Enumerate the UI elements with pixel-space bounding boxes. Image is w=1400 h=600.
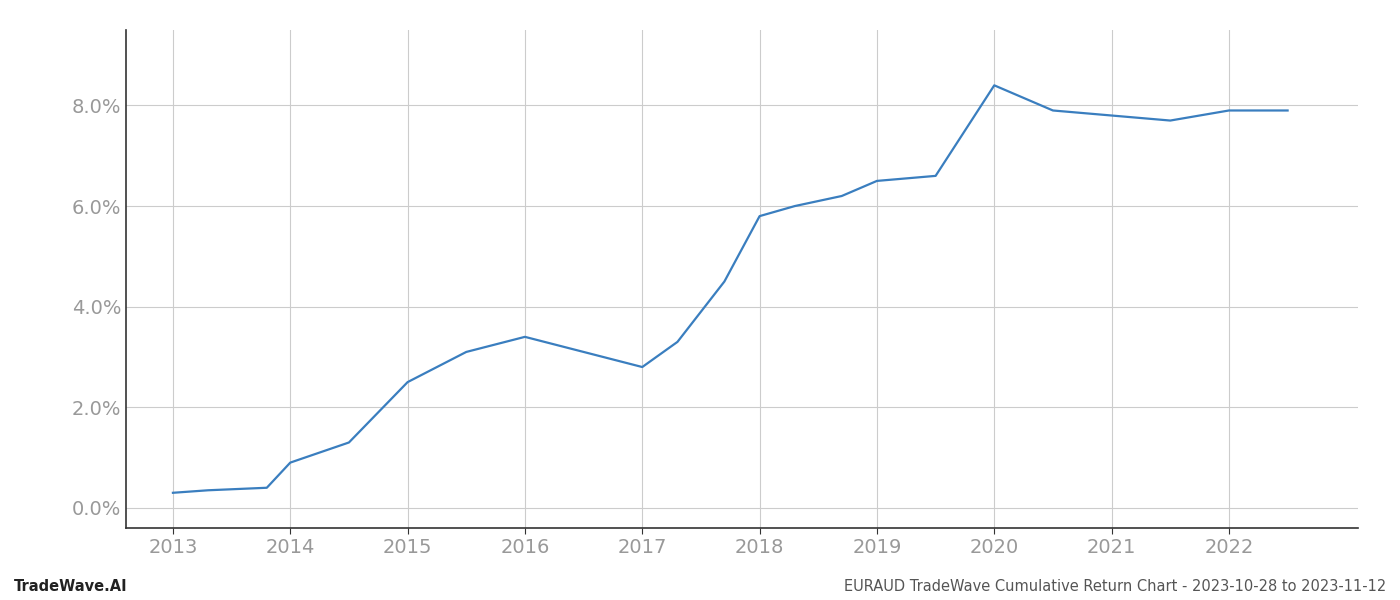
Text: EURAUD TradeWave Cumulative Return Chart - 2023-10-28 to 2023-11-12: EURAUD TradeWave Cumulative Return Chart… [844,579,1386,594]
Text: TradeWave.AI: TradeWave.AI [14,579,127,594]
